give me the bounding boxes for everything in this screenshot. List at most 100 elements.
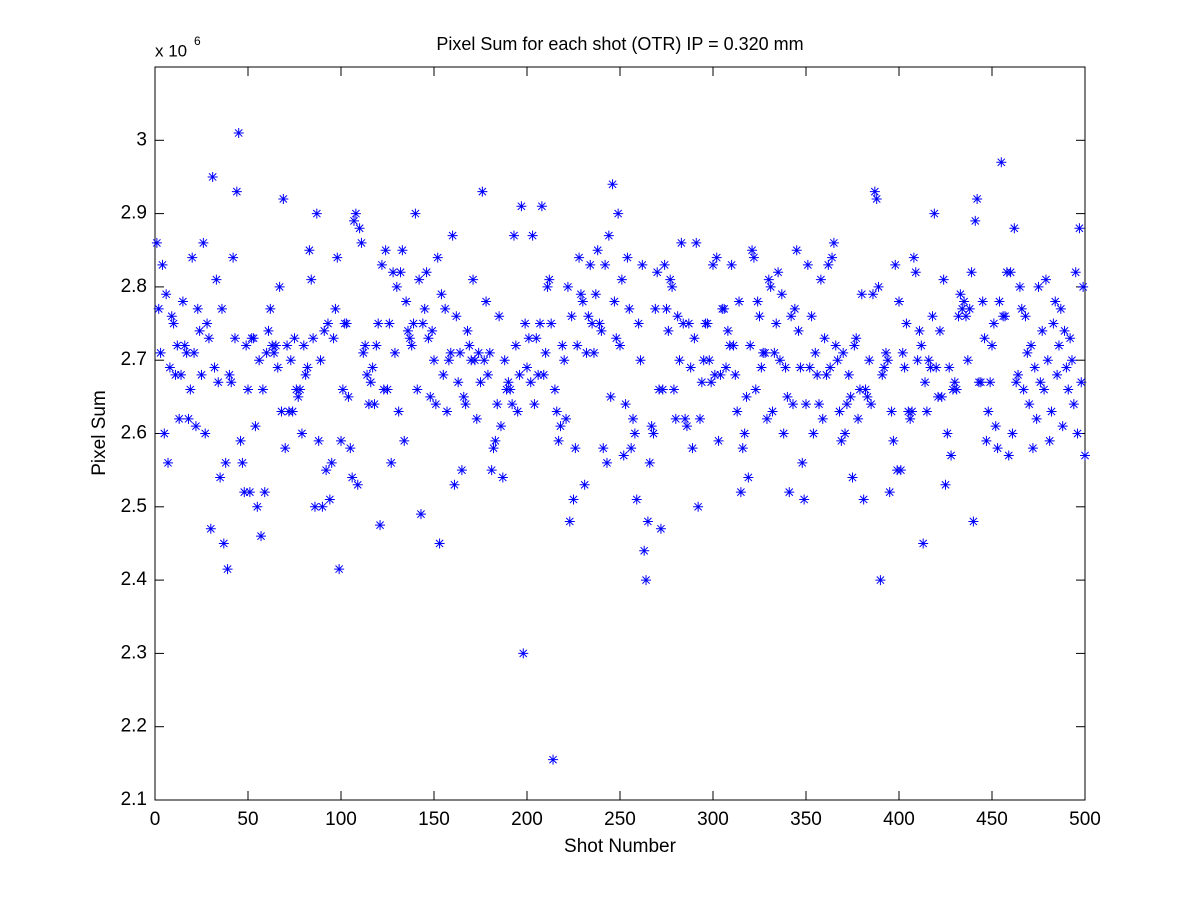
data-point — [590, 289, 601, 300]
data-point — [503, 377, 514, 388]
x-tick-label: 500 — [1069, 809, 1101, 830]
data-point — [265, 303, 276, 314]
data-point — [787, 399, 798, 410]
data-point — [183, 413, 194, 424]
data-point — [942, 428, 953, 439]
data-point — [834, 406, 845, 417]
data-point — [622, 252, 633, 263]
data-point — [250, 421, 261, 432]
data-point — [886, 406, 897, 417]
data-point — [920, 377, 931, 388]
data-point — [432, 252, 443, 263]
data-point — [601, 457, 612, 468]
data-point — [419, 303, 430, 314]
data-point — [1031, 413, 1042, 424]
data-point — [907, 406, 918, 417]
data-point — [549, 384, 560, 395]
data-point — [616, 274, 627, 285]
data-point — [568, 494, 579, 505]
data-point — [951, 384, 962, 395]
data-point — [406, 340, 417, 351]
data-point — [553, 435, 564, 446]
data-point — [884, 487, 895, 498]
data-point — [306, 274, 317, 285]
data-point — [940, 479, 951, 490]
data-point — [399, 435, 410, 446]
data-point — [767, 406, 778, 417]
data-point — [1070, 267, 1081, 278]
data-point — [263, 325, 274, 336]
data-point — [363, 399, 374, 410]
x-tick-label: 300 — [697, 809, 729, 830]
data-point — [914, 325, 925, 336]
data-point — [570, 443, 581, 454]
data-point — [531, 333, 542, 344]
data-point — [637, 259, 648, 270]
x-tick-label: 100 — [325, 809, 357, 830]
data-point — [1040, 274, 1051, 285]
data-point — [252, 501, 263, 512]
data-point — [596, 325, 607, 336]
data-point — [921, 406, 932, 417]
x-axis-label: Shot Number — [564, 836, 677, 857]
data-point — [979, 333, 990, 344]
y-tick-label: 2.5 — [121, 496, 147, 517]
data-point — [296, 428, 307, 439]
data-point — [278, 193, 289, 204]
data-point — [516, 201, 527, 212]
data-point — [944, 362, 955, 373]
data-point — [1057, 421, 1068, 432]
data-point — [555, 421, 566, 432]
data-point — [1033, 281, 1044, 292]
data-point — [508, 230, 519, 241]
x-tick-label: 350 — [790, 809, 822, 830]
data-point — [797, 457, 808, 468]
data-point — [691, 237, 702, 248]
data-point — [905, 413, 916, 424]
data-point — [687, 443, 698, 454]
data-point — [349, 215, 360, 226]
data-point — [765, 281, 776, 292]
data-point — [659, 259, 670, 270]
data-point — [873, 281, 884, 292]
data-point — [241, 340, 252, 351]
data-point — [259, 487, 270, 498]
x-tick-label: 200 — [511, 809, 543, 830]
data-point — [272, 362, 283, 373]
data-point — [546, 318, 557, 329]
data-point — [696, 377, 707, 388]
data-point — [218, 538, 229, 549]
data-point — [581, 347, 592, 358]
data-point — [1018, 384, 1029, 395]
data-point — [382, 384, 393, 395]
data-point — [912, 355, 923, 366]
data-point — [754, 311, 765, 322]
y-tick-label: 2.2 — [121, 716, 147, 737]
data-point — [404, 333, 415, 344]
data-point — [925, 362, 936, 373]
data-point — [877, 369, 888, 380]
data-point — [486, 465, 497, 476]
data-point — [408, 318, 419, 329]
data-point — [337, 384, 348, 395]
data-point — [732, 406, 743, 417]
data-point — [527, 230, 538, 241]
data-point — [858, 494, 869, 505]
data-point — [261, 347, 272, 358]
data-point — [257, 384, 268, 395]
data-point — [367, 362, 378, 373]
data-point — [397, 245, 408, 256]
data-point — [536, 201, 547, 212]
data-point — [899, 362, 910, 373]
data-point — [213, 377, 224, 388]
data-point — [715, 369, 726, 380]
data-point — [443, 355, 454, 366]
data-point — [641, 575, 652, 586]
data-point — [276, 406, 287, 417]
data-point — [548, 754, 559, 765]
data-point — [380, 245, 391, 256]
data-point — [185, 384, 196, 395]
data-point — [285, 355, 296, 366]
data-point — [512, 406, 523, 417]
